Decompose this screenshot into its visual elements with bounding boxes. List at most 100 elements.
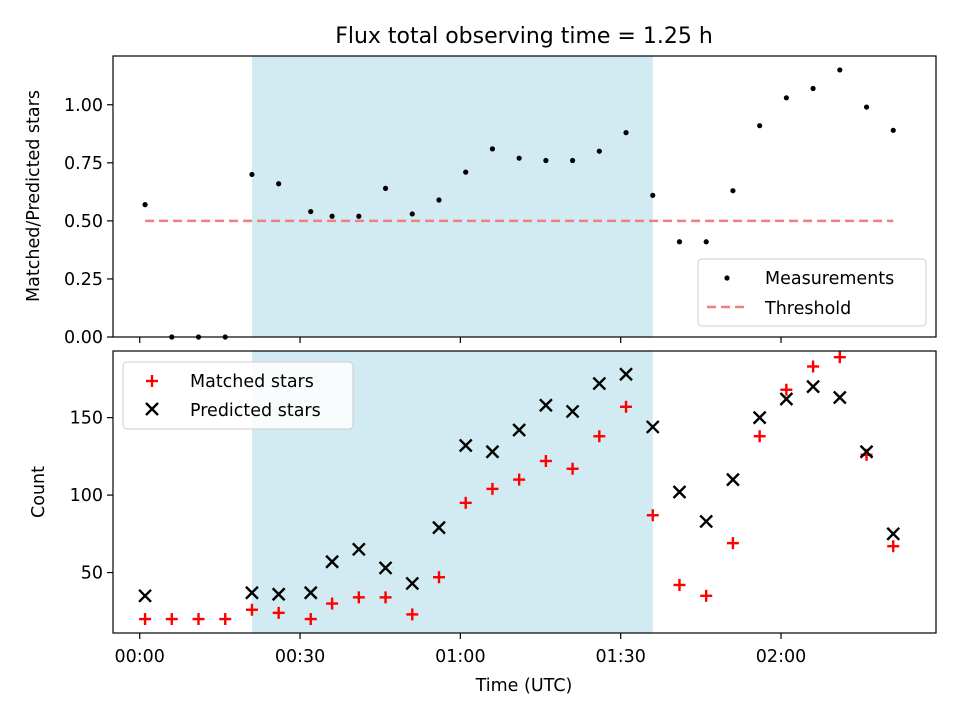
top-legend-box (697, 258, 927, 327)
measurement-point (757, 123, 763, 129)
matched-star-point (539, 455, 552, 468)
top-shaded-region (251, 56, 653, 337)
matched-star-point (513, 473, 526, 486)
top-y-tick-label: 0.75 (64, 154, 103, 174)
measurement-point (703, 239, 709, 245)
matched-star-point (219, 613, 232, 626)
measurement-point (596, 148, 602, 154)
x-axis-label: Time (UTC) (475, 676, 573, 696)
legend-measurements-label: Measurements (765, 269, 894, 289)
top-y-tick-label: 0.00 (64, 328, 103, 348)
measurement-point (382, 185, 389, 191)
matched-star-point (406, 608, 419, 621)
predicted-star-point (779, 392, 794, 406)
matched-star-point (304, 613, 317, 626)
legend-measurement-marker (724, 275, 730, 281)
matched-star-point (593, 430, 606, 443)
predicted-star-point (806, 379, 820, 394)
measurement-point (356, 213, 362, 219)
measurement-point (308, 208, 314, 215)
measurement-point (837, 67, 843, 73)
predicted-star-point (405, 576, 420, 591)
legend-predicted-label: Predicted stars (190, 401, 321, 421)
predicted-star-point (592, 376, 607, 391)
matched-star-point (807, 360, 820, 373)
x-tick-label: 00:00 (115, 647, 165, 667)
matched-star-point (646, 509, 659, 522)
measurement-point (623, 130, 629, 136)
predicted-star-point (859, 444, 874, 459)
measurement-point (810, 85, 816, 92)
predicted-star-point (832, 390, 847, 405)
predicted-star-point (245, 585, 259, 600)
top-panel: 0.00 0.25 0.50 0.75 1.00 Matched/Predicted s… (24, 55, 937, 348)
matched-star-point (673, 578, 686, 591)
predicted-star-point (303, 585, 318, 600)
matched-star-point (780, 383, 793, 396)
bottom-y-tick-label: 50 (81, 564, 103, 584)
predicted-star-point (619, 367, 633, 382)
measurement-point (276, 181, 282, 187)
predicted-star-point (565, 404, 580, 419)
predicted-star-point (672, 485, 687, 499)
predicted-star-point (512, 423, 527, 437)
predicted-star-point (485, 444, 500, 459)
x-tick-label: 02:00 (756, 647, 806, 667)
top-y-tick-label: 0.25 (64, 270, 103, 290)
top-y-tick-label: 1.00 (64, 96, 103, 116)
matched-star-point (272, 606, 285, 619)
measurement-point (730, 188, 736, 194)
measurement-point (142, 202, 148, 208)
measurement-point (249, 171, 255, 178)
matched-star-point (432, 571, 445, 584)
predicted-star-point (378, 561, 393, 575)
measurement-point (489, 146, 496, 152)
predicted-star-point (539, 398, 553, 413)
matched-star-point (753, 430, 766, 443)
bottom-y-tick-label: 150 (70, 409, 103, 429)
predicted-star-point (458, 438, 473, 453)
matched-star-point (620, 400, 633, 413)
legend-matched-label: Matched stars (190, 372, 314, 392)
top-y-axis-label: Matched/Predicted stars (24, 90, 44, 302)
chart-title: Flux total observing time = 1.25 h (335, 24, 713, 49)
matched-star-point (352, 591, 365, 604)
measurement-point (436, 197, 442, 203)
matched-star-point (486, 482, 499, 495)
measurement-point (676, 239, 683, 245)
bottom-y-tick-label: 100 (70, 486, 103, 506)
measurement-point (329, 213, 335, 219)
matched-star-point (139, 613, 152, 626)
matched-star-point (379, 591, 392, 604)
matched-star-point (726, 537, 739, 550)
bottom-legend: Matched stars Predicted stars (122, 361, 354, 430)
measurement-point (863, 104, 870, 110)
x-tick-label: 01:30 (595, 647, 645, 667)
measurement-point (409, 211, 415, 217)
legend-threshold-label: Threshold (764, 299, 851, 319)
top-plot-frame (112, 55, 937, 338)
top-y-tick-label: 0.50 (64, 212, 103, 232)
bottom-y-axis-label: Count (29, 466, 49, 518)
legend-predicted-marker (145, 402, 159, 416)
measurement-point (569, 157, 576, 164)
predicted-star-point (351, 542, 366, 557)
bottom-legend-box (122, 361, 354, 430)
measurement-point (543, 157, 549, 164)
measurement-point (463, 169, 469, 175)
measurement-point (783, 95, 789, 101)
matched-star-point (887, 540, 900, 553)
measurement-point (516, 155, 522, 161)
predicted-star-point (645, 420, 660, 434)
matched-star-point (459, 496, 472, 509)
legend-matched-marker (146, 375, 158, 387)
matched-star-point (245, 603, 258, 616)
matched-star-point (165, 613, 178, 626)
matched-star-point (566, 462, 579, 475)
matched-star-point (326, 597, 339, 610)
predicted-star-point (271, 587, 286, 602)
top-legend: Measurements Threshold (697, 258, 927, 327)
predicted-star-point (325, 554, 339, 569)
x-tick-label: 00:30 (275, 647, 325, 667)
matched-star-point (192, 613, 205, 626)
